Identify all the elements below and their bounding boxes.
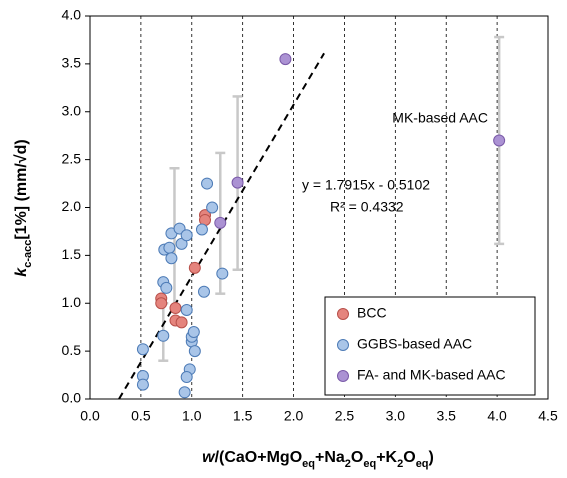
x-tick-label: 0.0 <box>80 408 100 424</box>
label-part: [1%] (mm/√d) <box>13 139 30 239</box>
data-point <box>155 297 168 310</box>
data-point <box>136 378 149 391</box>
y-tick-label: 1.0 <box>62 294 82 310</box>
legend-box <box>324 296 536 396</box>
legend-label: GGBS-based AAC <box>357 336 472 352</box>
annotation: MK-based AAC <box>392 110 488 126</box>
data-point <box>136 343 149 356</box>
x-tick-label: 1.5 <box>233 408 253 424</box>
data-point <box>180 303 193 316</box>
label-part: eq <box>416 458 429 470</box>
label-part: ) <box>429 449 434 466</box>
y-axis-label: kc-acc[1%] (mm/√d) <box>13 139 34 276</box>
x-tick-label: 3.5 <box>436 408 456 424</box>
y-tick-label: 3.5 <box>62 55 82 71</box>
label-part: O <box>351 449 363 466</box>
x-tick-label: 0.5 <box>131 408 151 424</box>
y-tick-label: 0.0 <box>62 390 82 406</box>
data-point <box>187 325 200 338</box>
data-point <box>493 134 506 147</box>
x-tick-label: 3.0 <box>386 408 406 424</box>
y-tick-label: 3.0 <box>62 102 82 118</box>
data-point <box>206 201 219 214</box>
y-tick-label: 1.5 <box>62 246 82 262</box>
label-part: +K <box>376 449 397 466</box>
y-tick-label: 4.0 <box>62 7 82 23</box>
x-tick-label: 2.5 <box>335 408 355 424</box>
y-tick-label: 0.5 <box>62 342 82 358</box>
label-part: w <box>202 449 216 466</box>
legend-marker <box>337 339 349 351</box>
label-part: 2 <box>345 458 351 470</box>
label-part: +Na <box>315 449 345 466</box>
data-point <box>188 261 201 274</box>
legend-label: FA- and MK-based AAC <box>357 367 506 383</box>
x-tick-label: 4.0 <box>487 408 507 424</box>
data-point <box>175 316 188 329</box>
data-point <box>160 281 173 294</box>
trendline <box>118 52 325 400</box>
annotation: y = 1.7915x - 0.5102 <box>302 177 430 193</box>
data-point <box>197 285 210 298</box>
label-part: 2 <box>397 458 403 470</box>
legend-marker <box>337 308 349 320</box>
data-point <box>178 386 191 399</box>
legend-label: BCC <box>357 305 387 321</box>
data-point <box>157 329 170 342</box>
legend-marker <box>337 370 349 382</box>
data-point <box>279 53 292 66</box>
label-part: c-acc <box>22 240 34 268</box>
label-part: O <box>403 449 415 466</box>
label-part: eq <box>363 458 376 470</box>
x-tick-label: 1.0 <box>182 408 202 424</box>
data-point <box>216 267 229 280</box>
data-point <box>180 370 193 383</box>
data-point <box>169 302 182 315</box>
data-point <box>201 177 214 190</box>
data-point <box>231 176 244 189</box>
plot-frame <box>89 15 549 400</box>
data-point <box>195 223 208 236</box>
data-point <box>188 345 201 358</box>
y-tick-label: 2.5 <box>62 150 82 166</box>
x-tick-label: 4.5 <box>538 408 558 424</box>
label-part: eq <box>302 458 315 470</box>
annotation: R² = 0.4332 <box>330 199 404 215</box>
data-point <box>163 241 176 254</box>
data-point <box>165 252 178 265</box>
label-part: /(CaO+MgO <box>215 449 303 466</box>
y-tick-label: 2.0 <box>62 198 82 214</box>
data-point <box>180 229 193 242</box>
label-part: k <box>13 267 30 277</box>
x-tick-label: 2.0 <box>284 408 304 424</box>
data-point <box>214 216 227 229</box>
x-axis-label: w/(CaO+MgOeq+Na2Oeq+K2Oeq) <box>202 449 434 470</box>
